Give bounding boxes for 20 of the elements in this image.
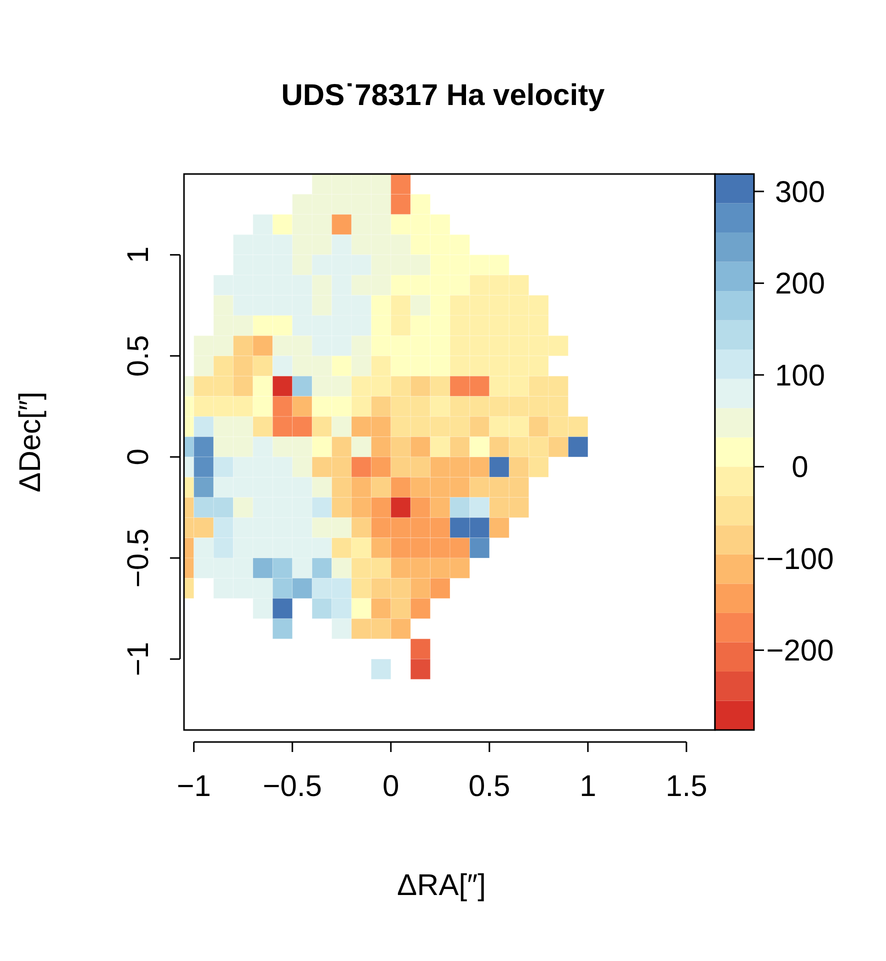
y-tick-label: −0.5: [122, 528, 155, 588]
x-tick-label: 0: [382, 770, 400, 803]
color-bar-label: 200: [774, 268, 826, 301]
color-bar-label: 100: [774, 359, 826, 392]
x-axis-title: ΔRA[″]: [396, 869, 486, 902]
color-bar-label: 0: [792, 451, 808, 484]
color-bar-label: −100: [766, 542, 834, 576]
chart-title: UDS˙78317 Ha velocity: [281, 79, 606, 112]
x-tick-label: −1: [176, 770, 211, 803]
y-tick-label: −1: [122, 642, 155, 676]
x-tick-label: 0.5: [468, 770, 510, 803]
y-tick-label: 0.5: [122, 335, 155, 377]
x-tick-label: −0.5: [262, 770, 322, 803]
y-tick-label: 0: [122, 448, 155, 466]
y-tick-label: 1: [122, 246, 155, 264]
x-tick-label: 1: [580, 770, 596, 803]
x-tick-label: 1.5: [666, 770, 708, 803]
color-bar-label: −200: [766, 634, 834, 668]
y-axis-title: ΔDec[″]: [14, 392, 47, 492]
color-bar-label: 300: [774, 176, 826, 209]
